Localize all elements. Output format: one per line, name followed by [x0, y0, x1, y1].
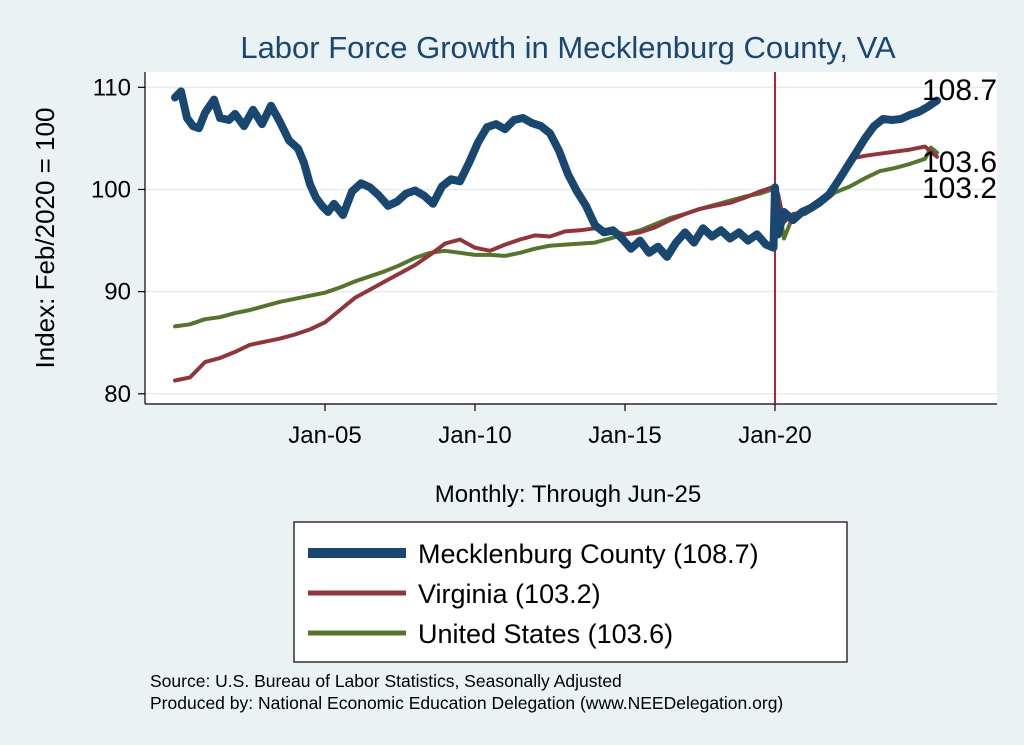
series-line-mecklenburg-county — [171, 87, 941, 261]
legend: Mecklenburg County (108.7) Virginia (103.… — [308, 539, 759, 649]
grid-lines — [145, 86, 997, 395]
legend-label-mecklenburg-county: Mecklenburg County (108.7) — [418, 539, 759, 569]
source-note: Source: U.S. Bureau of Labor Statistics,… — [150, 671, 622, 691]
legend-label-united-states: United States (103.6) — [418, 619, 673, 649]
end-label-1: 108.7 — [922, 74, 997, 107]
produced-by-note: Produced by: National Economic Education… — [150, 693, 783, 713]
x-tick-label-jan-20: Jan-20 — [738, 422, 811, 449]
plot-area — [145, 72, 997, 404]
x-tick-label-jan-15: Jan-15 — [588, 422, 661, 449]
legend-label-virginia: Virginia (103.2) — [418, 579, 601, 609]
y-tick-label-100: 100 — [91, 176, 131, 203]
chart-title: Labor Force Growth in Mecklenburg County… — [240, 30, 896, 65]
y-axis-label: Index: Feb/2020 = 100 — [30, 108, 60, 369]
end-label-2: 103.6 — [922, 146, 997, 179]
end-label-3: 103.2 — [922, 172, 997, 205]
x-axis-label: Monthly: Through Jun-25 — [435, 481, 701, 508]
x-axis-ticks: Jan-05 Jan-10 Jan-15 Jan-20 — [288, 404, 812, 449]
y-tick-label-80: 80 — [104, 381, 131, 408]
x-tick-label-jan-10: Jan-10 — [438, 422, 511, 449]
y-tick-label-110: 110 — [93, 74, 131, 101]
y-axis-ticks: 80 90 100 110 — [91, 74, 145, 408]
series-layer — [171, 87, 941, 383]
y-tick-label-90: 90 — [104, 279, 131, 306]
x-tick-label-jan-05: Jan-05 — [288, 422, 361, 449]
